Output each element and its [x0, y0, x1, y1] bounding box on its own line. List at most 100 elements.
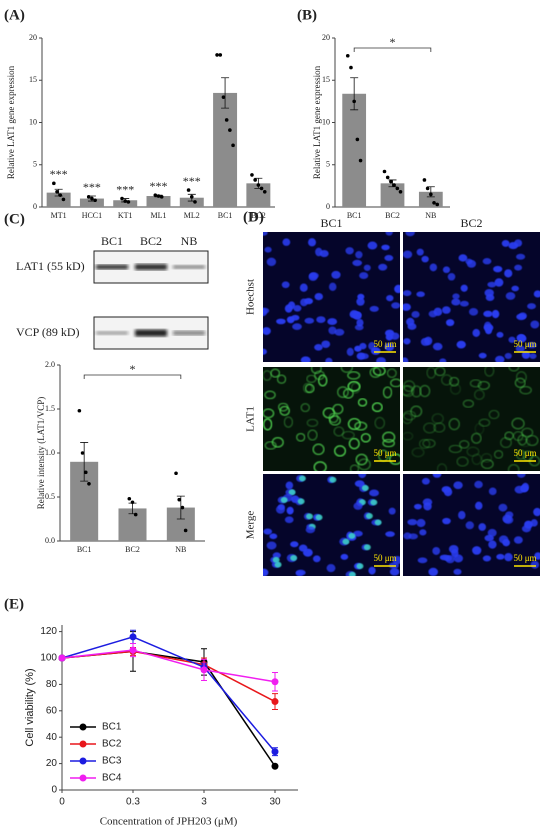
nucleus	[378, 263, 388, 271]
nucleus	[432, 546, 441, 555]
bar	[342, 93, 367, 207]
cell	[403, 412, 413, 425]
nucleus	[502, 539, 511, 547]
nucleus	[321, 340, 331, 348]
nucleus	[263, 307, 270, 314]
cell	[525, 434, 539, 447]
data-point	[221, 95, 226, 99]
cell	[515, 371, 528, 384]
nucleus	[403, 250, 413, 259]
nucleus	[345, 247, 354, 255]
cell	[512, 430, 524, 442]
panel-label: (C)	[4, 211, 25, 227]
nucleus	[491, 309, 500, 319]
cell	[448, 417, 461, 431]
nucleus	[403, 290, 412, 297]
y-tick-label: 15	[322, 75, 330, 84]
nucleus	[299, 283, 308, 292]
data-point	[127, 496, 132, 501]
significance-mark: *	[130, 362, 136, 376]
x-tick-label: BC2	[385, 211, 400, 220]
x-tick-label: NB	[175, 545, 186, 554]
nucleus	[381, 244, 390, 251]
nucleus	[292, 323, 302, 330]
y-tick-label: 20	[322, 33, 330, 42]
y-tick-label: 10	[29, 117, 37, 126]
nucleus	[505, 292, 516, 300]
nucleus	[478, 352, 487, 359]
nucleus	[508, 336, 516, 343]
nucleus	[487, 528, 497, 537]
data-point	[358, 158, 363, 163]
cell	[386, 368, 397, 379]
cell	[297, 498, 305, 505]
cell	[440, 374, 453, 386]
cell	[388, 453, 400, 465]
nucleus	[529, 353, 537, 360]
data-point	[224, 118, 229, 122]
cell	[264, 390, 276, 400]
nucleus	[474, 480, 483, 489]
cell	[356, 563, 364, 570]
nucleus	[514, 239, 523, 247]
x-tick-label: HCC1	[82, 211, 102, 220]
nucleus	[354, 345, 362, 352]
nucleus	[504, 269, 513, 278]
nucleus	[285, 481, 294, 490]
lane-label: BC1	[101, 234, 123, 248]
y-axis-label: Relative intensity (LAT1/VCP)	[36, 397, 46, 510]
nucleus	[445, 555, 455, 564]
cell	[310, 367, 322, 375]
cell	[295, 432, 306, 442]
row-label: Merge	[245, 511, 257, 540]
nucleus	[459, 300, 469, 307]
cell	[519, 438, 531, 448]
cell	[389, 378, 400, 388]
nucleus	[498, 503, 508, 512]
data-point	[345, 53, 350, 58]
nucleus	[516, 474, 526, 478]
nucleus	[483, 321, 492, 330]
nucleus	[416, 248, 424, 256]
data-point	[389, 179, 393, 184]
cell	[361, 484, 369, 491]
cell	[365, 512, 373, 519]
cell	[488, 409, 500, 420]
nucleus	[354, 324, 364, 331]
data-point	[90, 196, 94, 201]
cell	[304, 383, 315, 394]
legend-marker	[79, 757, 87, 765]
data-point	[218, 53, 223, 57]
cell	[306, 374, 317, 384]
data-point	[349, 65, 353, 70]
x-tick-label: 0	[59, 797, 65, 808]
bar	[113, 200, 138, 207]
nucleus	[314, 343, 323, 351]
cell	[263, 408, 275, 419]
nucleus	[367, 241, 378, 250]
data-point	[77, 408, 82, 413]
cell	[263, 418, 273, 431]
significance-mark: *	[390, 35, 396, 49]
scale-bar-label: 50 μm	[513, 448, 536, 458]
x-tick-label: KT1	[118, 211, 133, 220]
nucleus	[308, 238, 317, 247]
nucleus	[276, 318, 286, 325]
nucleus	[328, 326, 337, 335]
nucleus	[526, 341, 537, 349]
nucleus	[458, 510, 466, 520]
nucleus	[428, 310, 438, 318]
cell	[515, 449, 526, 460]
y-tick-label: 1.0	[45, 448, 55, 457]
nucleus	[281, 281, 290, 289]
nucleus	[286, 316, 295, 324]
cell	[307, 429, 318, 441]
data-point	[123, 199, 128, 203]
micrograph: 50 μm	[403, 474, 540, 576]
y-tick-label: 20	[46, 758, 58, 769]
cell	[371, 402, 383, 413]
legend-label: BC1	[102, 722, 122, 733]
data-point	[382, 169, 387, 174]
